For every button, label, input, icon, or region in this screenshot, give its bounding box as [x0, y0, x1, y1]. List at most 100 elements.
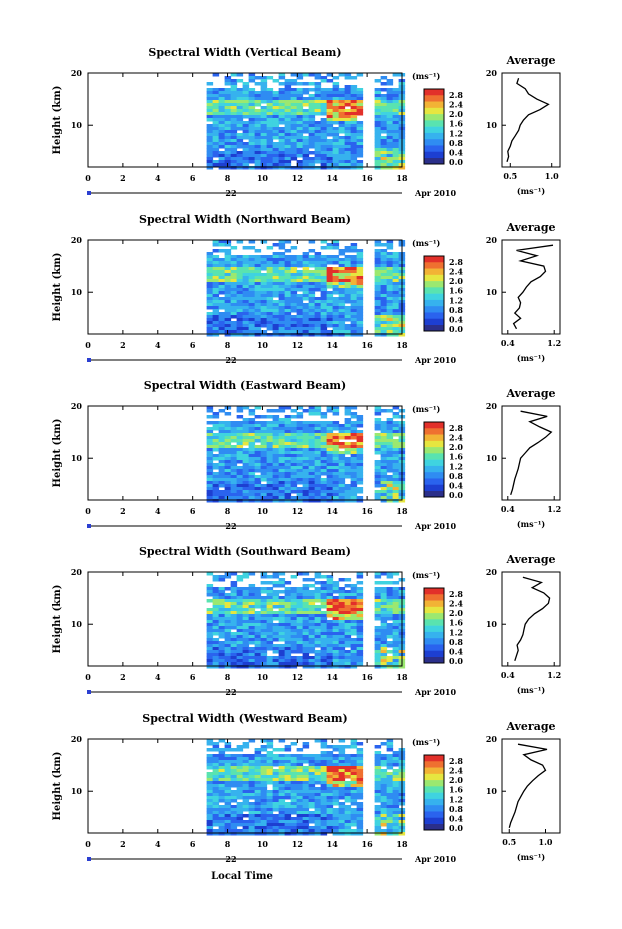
heatmap-cell — [230, 766, 238, 770]
heatmap-cell — [266, 127, 274, 131]
heatmap-cell — [392, 751, 400, 755]
heatmap-cell — [278, 808, 286, 812]
heatmap-cell — [230, 264, 238, 268]
heatmap-cell — [296, 258, 304, 262]
heatmap-cell — [248, 614, 256, 618]
heatmap-cell — [290, 324, 298, 328]
heatmap-cell — [326, 772, 334, 776]
heatmap-cell — [236, 817, 244, 821]
heatmap-cell — [356, 635, 364, 639]
heatmap-cell — [374, 659, 382, 663]
heatmap-cell — [242, 88, 250, 92]
heatmap-cell — [278, 97, 286, 101]
heatmap-cell — [278, 409, 286, 413]
heatmap-cell — [236, 79, 244, 83]
heatmap-cell — [218, 112, 226, 116]
heatmap-cell — [386, 258, 394, 262]
heatmap-cell — [350, 306, 358, 310]
heatmap-cell — [302, 327, 310, 331]
heatmap-cell — [332, 484, 340, 488]
heatmap-cell — [218, 790, 226, 794]
heatmap-cell — [284, 85, 292, 89]
heatmap-cell — [284, 796, 292, 800]
heatmap-cell — [218, 775, 226, 779]
heatmap-cell — [212, 590, 220, 594]
heatmap-cell — [230, 829, 238, 833]
heatmap-cell — [392, 460, 400, 464]
heatmap-cell — [230, 127, 238, 131]
heatmap-cell — [248, 811, 256, 815]
heatmap-cell — [218, 826, 226, 830]
heatmap-cell — [326, 665, 334, 669]
heatmap-cell — [218, 240, 226, 244]
heatmap-cell — [284, 490, 292, 494]
heatmap-cell — [392, 484, 400, 488]
heatmap-cell — [260, 796, 268, 800]
heatmap-cell — [344, 472, 352, 476]
heatmap-cell — [332, 127, 340, 131]
heatmap-cell — [296, 415, 304, 419]
heatmap-cell — [218, 115, 226, 119]
heatmap-cell — [218, 160, 226, 164]
heatmap-cell — [320, 490, 328, 494]
heatmap-cell — [380, 635, 388, 639]
colorbar-segment — [424, 325, 444, 331]
heatmap-cell — [212, 653, 220, 657]
heatmap-cell — [350, 436, 358, 440]
heatmap-cell — [206, 493, 214, 497]
heatmap-cell — [206, 832, 214, 836]
heatmap-cell — [230, 330, 238, 334]
heatmap-cell — [248, 829, 256, 833]
heatmap-cell — [314, 790, 322, 794]
heatmap-cell — [218, 484, 226, 488]
heatmap-cell — [248, 127, 256, 131]
heatmap-cell — [308, 273, 316, 277]
heatmap-cell — [326, 151, 334, 155]
heatmap-cell — [350, 318, 358, 322]
heatmap-cell — [284, 641, 292, 645]
heatmap-cell — [380, 629, 388, 633]
heatmap-cell — [284, 430, 292, 434]
heatmap-cell — [314, 136, 322, 140]
heatmap-cell — [248, 493, 256, 497]
heatmap-cell — [374, 127, 382, 131]
heatmap-cell — [272, 442, 280, 446]
heatmap-cell — [254, 330, 262, 334]
heatmap-cell — [350, 496, 358, 500]
heatmap-cell — [248, 166, 256, 170]
heatmap-cell — [308, 659, 316, 663]
colorbar-tick-label: 2.0 — [449, 442, 463, 452]
heatmap-cell — [326, 130, 334, 134]
heatmap-cell — [272, 303, 280, 307]
heatmap-cell — [272, 166, 280, 170]
heatmap-cell — [296, 493, 304, 497]
colorbar-tick-label: 0.0 — [449, 157, 463, 167]
heatmap-cell — [380, 409, 388, 413]
heatmap-cell — [326, 790, 334, 794]
heatmap-cell — [248, 775, 256, 779]
heatmap-cell — [272, 100, 280, 104]
heatmap-cell — [356, 94, 364, 98]
heatmap-cell — [386, 814, 394, 818]
heatmap-cell — [260, 154, 268, 158]
heatmap-cell — [386, 608, 394, 612]
heatmap-cell — [278, 166, 286, 170]
heatmap-cell — [350, 121, 358, 125]
heatmap-cell — [236, 481, 244, 485]
heatmap-cell — [266, 635, 274, 639]
heatmap-cell — [266, 808, 274, 812]
heatmap-cell — [236, 460, 244, 464]
heatmap-cell — [248, 136, 256, 140]
heatmap-cell — [338, 772, 346, 776]
heatmap-cell — [380, 82, 388, 86]
heatmap-cell — [230, 312, 238, 316]
heatmap-cell — [326, 632, 334, 636]
heatmap-cell — [380, 433, 388, 437]
heatmap-cell — [260, 136, 268, 140]
heatmap-cell — [206, 662, 214, 666]
heatmap-cell — [296, 781, 304, 785]
heatmap-cell — [314, 605, 322, 609]
heatmap-cell — [206, 481, 214, 485]
heatmap-cell — [224, 599, 232, 603]
heatmap-cell — [242, 112, 250, 116]
